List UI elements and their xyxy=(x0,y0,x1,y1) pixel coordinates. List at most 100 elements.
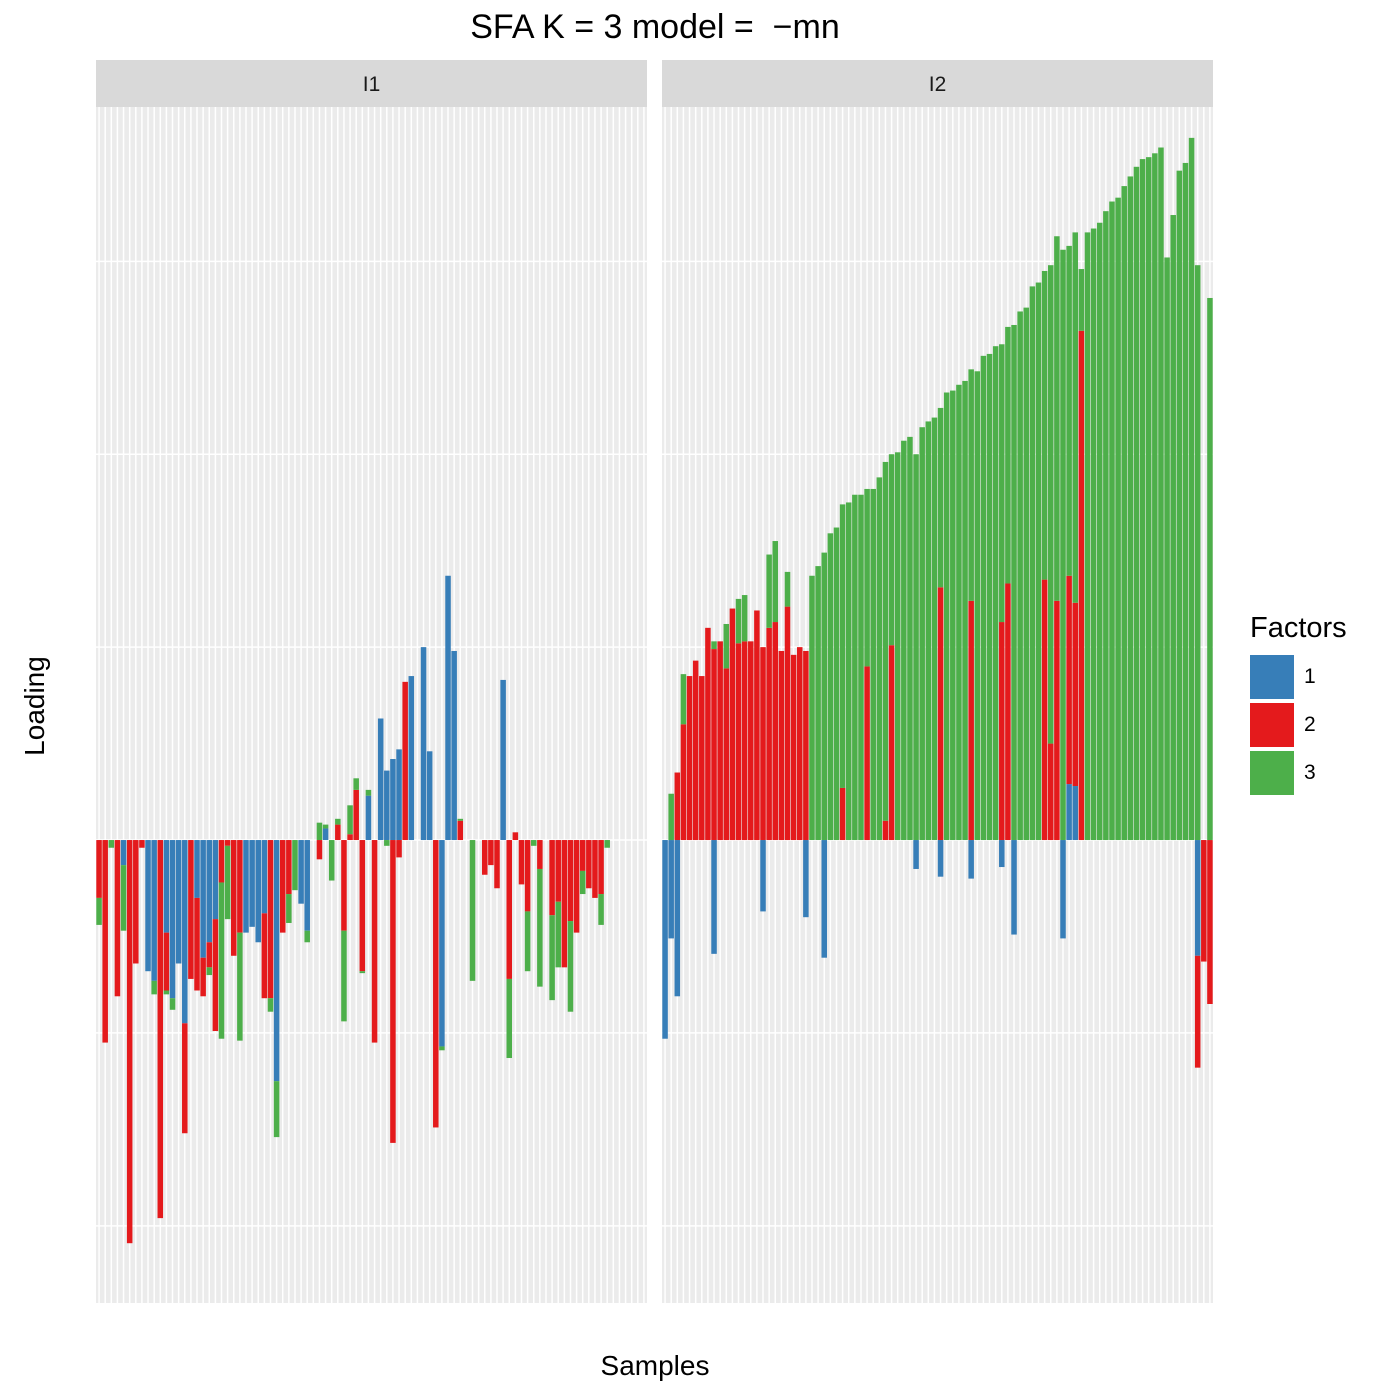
bar-segment-factor-2 xyxy=(488,840,494,866)
bar-segment-factor-3 xyxy=(870,488,876,841)
bar-segment-factor-3 xyxy=(1060,249,1066,841)
legend-swatch xyxy=(1250,655,1294,699)
bar-segment-factor-3 xyxy=(852,494,858,841)
bar-segment-factor-2 xyxy=(754,610,760,841)
bar-segment-factor-3 xyxy=(347,805,353,835)
bar-segment-factor-2 xyxy=(748,641,754,841)
bar-segment-factor-2 xyxy=(402,681,408,841)
bar-segment-factor-2 xyxy=(1207,840,1213,1004)
bar-segment-factor-2 xyxy=(139,840,145,848)
bar-segment-factor-2 xyxy=(200,957,206,997)
bar-segment-factor-1 xyxy=(711,840,717,954)
bar-segment-factor-2 xyxy=(1005,583,1011,841)
bar-segment-factor-2 xyxy=(803,650,809,841)
bar-segment-factor-3 xyxy=(1096,222,1103,841)
bar-segment-factor-1 xyxy=(151,840,157,981)
bar-segment-factor-3 xyxy=(304,930,310,943)
bar-segment-factor-3 xyxy=(530,840,537,846)
bar-segment-factor-2 xyxy=(194,897,200,991)
bar-segment-factor-3 xyxy=(292,840,298,891)
bar-segment-factor-2 xyxy=(741,641,748,841)
bar-segment-factor-2 xyxy=(766,627,772,841)
bar-segment-factor-3 xyxy=(876,477,883,841)
bar-segment-factor-3 xyxy=(457,818,464,821)
bar-segment-factor-3 xyxy=(925,421,932,841)
bar-segment-factor-3 xyxy=(169,998,176,1010)
bar-segment-factor-3 xyxy=(968,369,974,601)
bar-segment-factor-3 xyxy=(784,571,791,607)
bar-segment-factor-2 xyxy=(573,840,580,933)
panel-background xyxy=(96,107,647,1303)
bar-segment-factor-3 xyxy=(839,504,846,788)
bar-segment-factor-1 xyxy=(200,840,206,958)
bar-segment-factor-2 xyxy=(555,840,561,902)
bar-segment-factor-2 xyxy=(335,824,341,841)
bar-segment-factor-3 xyxy=(237,932,243,1041)
bar-segment-factor-3 xyxy=(913,454,919,841)
bar-segment-factor-2 xyxy=(674,772,681,841)
bar-segment-factor-2 xyxy=(1054,600,1060,841)
bar-segment-factor-3 xyxy=(1145,157,1152,841)
bar-segment-factor-2 xyxy=(1194,955,1201,1068)
bar-segment-factor-2 xyxy=(279,840,286,933)
bar-segment-factor-1 xyxy=(662,840,668,1039)
bar-segment-factor-1 xyxy=(999,840,1005,868)
bar-segment-factor-1 xyxy=(1072,786,1079,841)
bar-segment-factor-2 xyxy=(218,840,225,883)
bar-segment-factor-1 xyxy=(1011,840,1017,935)
bar-segment-factor-1 xyxy=(261,840,268,914)
bar-segment-factor-3 xyxy=(1152,153,1158,841)
bar-segment-factor-3 xyxy=(956,384,962,841)
bar-segment-factor-2 xyxy=(286,840,292,895)
bar-segment-factor-3 xyxy=(163,990,170,995)
bar-segment-factor-3 xyxy=(1084,232,1091,841)
bar-segment-factor-3 xyxy=(864,488,870,667)
bar-segment-factor-2 xyxy=(206,942,213,968)
bar-segment-factor-1 xyxy=(668,840,674,939)
bar-segment-factor-1 xyxy=(163,840,170,933)
bar-segment-factor-3 xyxy=(1207,297,1213,841)
bar-segment-factor-3 xyxy=(858,494,864,841)
bar-segment-factor-1 xyxy=(298,840,304,904)
bar-segment-factor-2 xyxy=(699,676,705,841)
bar-segment-factor-3 xyxy=(151,980,157,995)
bar-segment-factor-2 xyxy=(735,643,742,841)
bar-segment-factor-2 xyxy=(224,840,231,846)
bar-segment-factor-3 xyxy=(120,865,127,931)
bar-segment-factor-2 xyxy=(494,840,500,889)
bar-segment-factor-1 xyxy=(255,840,261,943)
bar-segment-factor-2 xyxy=(188,840,194,979)
bar-segment-factor-1 xyxy=(937,840,944,877)
bar-segment-factor-3 xyxy=(882,461,889,821)
legend-label: 3 xyxy=(1304,761,1316,784)
bar-segment-factor-1 xyxy=(1194,840,1201,956)
bar-segment-factor-2 xyxy=(482,840,488,875)
bar-segment-factor-2 xyxy=(267,840,274,999)
bar-segment-factor-3 xyxy=(1127,176,1134,841)
bar-segment-factor-2 xyxy=(353,789,359,841)
bar-segment-factor-2 xyxy=(680,724,687,841)
bar-segment-factor-3 xyxy=(316,822,323,841)
bar-segment-factor-2 xyxy=(839,787,846,841)
bar-segment-factor-3 xyxy=(845,502,852,841)
bar-segment-factor-1 xyxy=(243,840,249,933)
bar-segment-factor-3 xyxy=(919,427,925,841)
bar-segment-factor-1 xyxy=(169,840,176,999)
bar-segment-factor-1 xyxy=(420,647,427,841)
legend-swatch xyxy=(1250,751,1294,795)
bar-segment-factor-3 xyxy=(901,440,907,841)
bar-segment-factor-1 xyxy=(212,840,219,920)
bar-segment-factor-3 xyxy=(766,554,772,628)
bar-segment-factor-1 xyxy=(304,840,310,931)
bar-segment-factor-3 xyxy=(931,417,938,841)
bar-segment-factor-3 xyxy=(950,390,956,841)
bar-segment-factor-3 xyxy=(218,882,225,1039)
bar-segment-factor-2 xyxy=(157,840,164,1219)
bar-segment-factor-3 xyxy=(1048,265,1054,744)
legend: Factors 1 2 3 xyxy=(1250,612,1347,797)
facet-strip-label: I1 xyxy=(363,73,381,96)
bar-segment-factor-2 xyxy=(1072,602,1079,787)
bar-segment-factor-2 xyxy=(729,608,736,841)
bar-segment-factor-3 xyxy=(224,845,231,920)
